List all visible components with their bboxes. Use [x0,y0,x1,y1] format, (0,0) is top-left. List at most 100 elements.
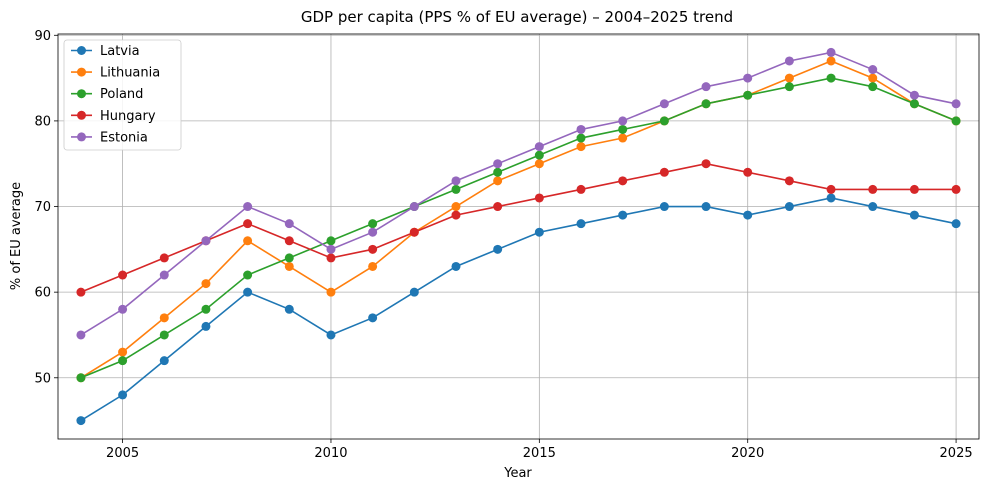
legend: Latvia Lithuania Poland Hungary Estonia [63,39,182,151]
latvia-point [909,210,919,220]
x-tick-label: 2025 [940,446,973,461]
poland-point [659,116,669,126]
lithuania-point [618,133,628,143]
estonia-point [159,270,169,280]
latvia-point [743,210,753,220]
estonia-point [534,142,544,152]
legend-entry-hungary: Hungary [71,109,156,124]
poland-point [534,150,544,160]
latvia-point [326,330,336,340]
estonia-point [743,73,753,83]
estonia-point [243,202,253,212]
x-tick-label: 2005 [106,446,139,461]
y-tick-label: 60 [34,286,51,301]
chart-title: GDP per capita (PPS % of EU average) – 2… [301,8,733,26]
lithuania-point [201,279,211,289]
hungary-point [409,227,419,237]
legend-swatch-marker [77,67,86,77]
lithuania-point [368,261,378,271]
hungary-point [826,184,836,194]
y-tick-label: 90 [34,29,51,44]
estonia-point [618,116,628,126]
lithuania-point [284,261,294,271]
lithuania-point [826,56,836,66]
latvia-point [201,321,211,331]
poland-point [76,373,86,383]
estonia-point [451,176,461,186]
hungary-line [80,162,957,293]
hungary-point [659,167,669,177]
lithuania-point [451,202,461,212]
lithuania-point [326,287,336,297]
legend-label: Poland [100,87,143,102]
estonia-point [576,124,586,134]
estonia-point [201,236,211,246]
hungary-point [159,253,169,263]
series-estonia [76,47,961,340]
latvia-point [243,287,253,297]
poland-point [368,219,378,229]
axis-ticks: 2005 2010 2015 2020 2025 50 60 70 80 90 [34,29,972,461]
lithuania-point [493,176,503,186]
hungary-point [743,167,753,177]
estonia-point [951,99,961,109]
hungary-point [618,176,628,186]
lithuania-point [868,73,878,83]
lithuania-point [243,236,253,246]
poland-point [701,99,711,109]
legend-label: Hungary [100,109,156,124]
y-tick-label: 70 [34,200,51,215]
poland-point [159,330,169,340]
estonia-point [826,47,836,57]
estonia-point [326,244,336,254]
latvia-point [576,219,586,229]
legend-label: Lithuania [100,66,160,81]
hungary-point [118,270,128,280]
legend-entry-latvia: Latvia [71,44,140,59]
estonia-point [659,99,669,109]
plot-frame [57,33,980,440]
legend-box [63,39,182,151]
legend-label: Estonia [100,130,148,145]
hungary-point [868,184,878,194]
latvia-point [284,304,294,314]
estonia-line [80,51,957,336]
x-tick-label: 2010 [314,446,347,461]
poland-point [201,304,211,314]
estonia-point [409,202,419,212]
hungary-point [368,244,378,254]
lithuania-point [159,313,169,323]
series-poland [76,73,961,383]
latvia-point [118,390,128,400]
latvia-point [868,202,878,212]
y-axis-label: % of EU average [9,182,24,290]
y-tick-label: 50 [34,371,51,386]
latvia-point [451,261,461,271]
latvia-point [409,287,419,297]
hungary-point [701,159,711,169]
latvia-point [951,219,961,229]
poland-point [951,116,961,126]
poland-line [80,77,957,379]
hungary-point [493,202,503,212]
legend-entry-estonia: Estonia [71,130,148,145]
estonia-point [76,330,86,340]
x-tick-label: 2015 [523,446,556,461]
latvia-point [784,202,794,212]
series-lithuania [76,56,961,383]
lithuania-line [80,60,957,379]
hungary-point [76,287,86,297]
latvia-point [659,202,669,212]
hungary-point [784,176,794,186]
legend-swatch-marker [77,110,86,120]
poland-point [618,124,628,134]
latvia-point [701,202,711,212]
poland-point [909,99,919,109]
grid-lines [58,34,979,439]
estonia-point [701,82,711,92]
latvia-point [826,193,836,203]
latvia-point [159,356,169,366]
hungary-point [909,184,919,194]
legend-label: Latvia [100,44,140,59]
latvia-point [618,210,628,220]
